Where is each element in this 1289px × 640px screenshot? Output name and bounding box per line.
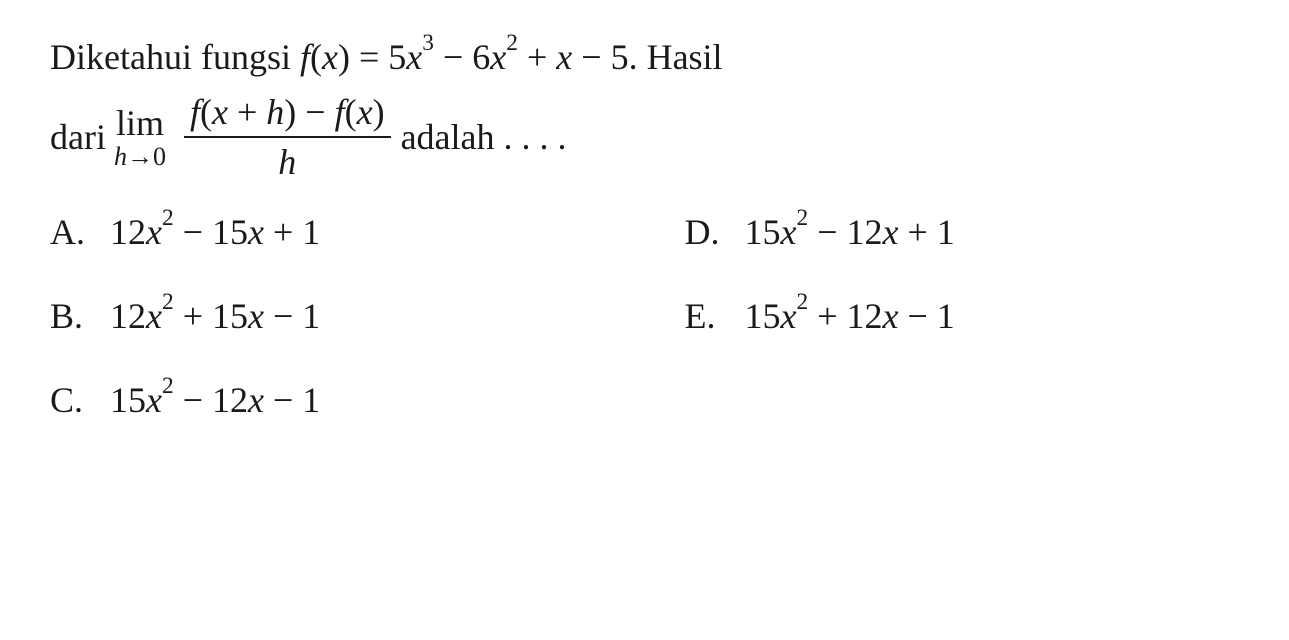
option-e-text: 15x2 + 12x − 1: [745, 289, 955, 343]
opt-a-var1: x: [146, 212, 162, 252]
lim-subscript: h→0: [114, 143, 166, 170]
option-c-text: 15x2 − 12x − 1: [110, 373, 320, 427]
option-b: B. 12x2 + 15x − 1: [50, 289, 605, 343]
num-open2: (: [345, 92, 357, 132]
option-a: A. 12x2 − 15x + 1: [50, 205, 605, 259]
num-open1: (: [200, 92, 212, 132]
option-c: C. 15x2 − 12x − 1: [50, 373, 605, 427]
option-a-text: 12x2 − 15x + 1: [110, 205, 320, 259]
num-h: h: [266, 92, 284, 132]
opt-a-coef1: 12: [110, 212, 146, 252]
opt-a-exp1: 2: [162, 205, 174, 231]
option-b-text: 12x2 + 15x − 1: [110, 289, 320, 343]
exp-2: 2: [506, 30, 518, 56]
fraction-numerator: f(x + h) − f(x): [184, 94, 391, 138]
opt-c-exp1: 2: [162, 373, 174, 399]
num-x2: x: [357, 92, 373, 132]
option-e: E. 15x2 + 12x − 1: [685, 289, 1240, 343]
option-d-text: 15x2 − 12x + 1: [745, 205, 955, 259]
equals-text: = 5: [350, 37, 406, 77]
limit-expression-row: dari lim h→0 f(x + h) − f(x) h adalah . …: [50, 94, 1239, 180]
opt-d-var1: x: [781, 212, 797, 252]
fraction-denominator: h: [278, 138, 296, 180]
paren-open: (: [310, 37, 322, 77]
opt-b-op2: − 1: [264, 296, 320, 336]
lim-h: h: [114, 142, 127, 171]
opt-a-op1: − 15: [174, 212, 248, 252]
opt-d-exp1: 2: [796, 205, 808, 231]
opt-a-op2: + 1: [264, 212, 320, 252]
paren-close: ): [338, 37, 350, 77]
opt-d-op2: + 1: [898, 212, 954, 252]
opt-c-var1: x: [146, 380, 162, 420]
text-adalah: adalah . . . .: [401, 110, 567, 164]
limit-operator: lim h→0: [114, 105, 166, 170]
den-h: h: [278, 142, 296, 182]
opt-d-op1: − 12: [808, 212, 882, 252]
opt-d-var2: x: [883, 212, 899, 252]
option-d-letter: D.: [685, 205, 745, 259]
var-x2: x: [490, 37, 506, 77]
fraction: f(x + h) − f(x) h: [184, 94, 391, 180]
minus-6: − 6: [434, 37, 490, 77]
opt-e-coef1: 15: [745, 296, 781, 336]
opt-e-var2: x: [883, 296, 899, 336]
num-plus: +: [228, 92, 266, 132]
exp-3: 3: [422, 30, 434, 56]
lim-zero: 0: [153, 142, 166, 171]
num-f1: f: [190, 92, 200, 132]
options-grid: A. 12x2 − 15x + 1 D. 15x2 − 12x + 1 B. 1…: [50, 205, 1239, 427]
num-close2: ): [373, 92, 385, 132]
num-f2: f: [335, 92, 345, 132]
opt-b-coef1: 12: [110, 296, 146, 336]
option-e-letter: E.: [685, 289, 745, 343]
opt-e-op1: + 12: [808, 296, 882, 336]
option-b-letter: B.: [50, 289, 110, 343]
option-c-letter: C.: [50, 373, 110, 427]
text-diketahui: Diketahui fungsi: [50, 37, 300, 77]
opt-b-var1: x: [146, 296, 162, 336]
opt-c-var2: x: [248, 380, 264, 420]
opt-c-op1: − 12: [174, 380, 248, 420]
func-var: x: [322, 37, 338, 77]
func-name: f: [300, 37, 310, 77]
minus-5-hasil: − 5. Hasil: [572, 37, 722, 77]
plus-x: +: [518, 37, 556, 77]
opt-c-coef1: 15: [110, 380, 146, 420]
lim-text: lim: [116, 105, 164, 141]
num-close1: ) −: [284, 92, 334, 132]
opt-b-op1: + 15: [174, 296, 248, 336]
opt-e-op2: − 1: [898, 296, 954, 336]
opt-b-exp1: 2: [162, 289, 174, 315]
opt-e-exp1: 2: [796, 289, 808, 315]
opt-b-var2: x: [248, 296, 264, 336]
problem-statement-line1: Diketahui fungsi f(x) = 5x3 − 6x2 + x − …: [50, 30, 1239, 84]
opt-a-var2: x: [248, 212, 264, 252]
var-x3: x: [556, 37, 572, 77]
opt-d-coef1: 15: [745, 212, 781, 252]
option-d: D. 15x2 − 12x + 1: [685, 205, 1240, 259]
var-x1: x: [406, 37, 422, 77]
arrow-icon: →: [127, 141, 153, 171]
text-dari: dari: [50, 110, 106, 164]
opt-c-op2: − 1: [264, 380, 320, 420]
num-x: x: [212, 92, 228, 132]
option-a-letter: A.: [50, 205, 110, 259]
opt-e-var1: x: [781, 296, 797, 336]
